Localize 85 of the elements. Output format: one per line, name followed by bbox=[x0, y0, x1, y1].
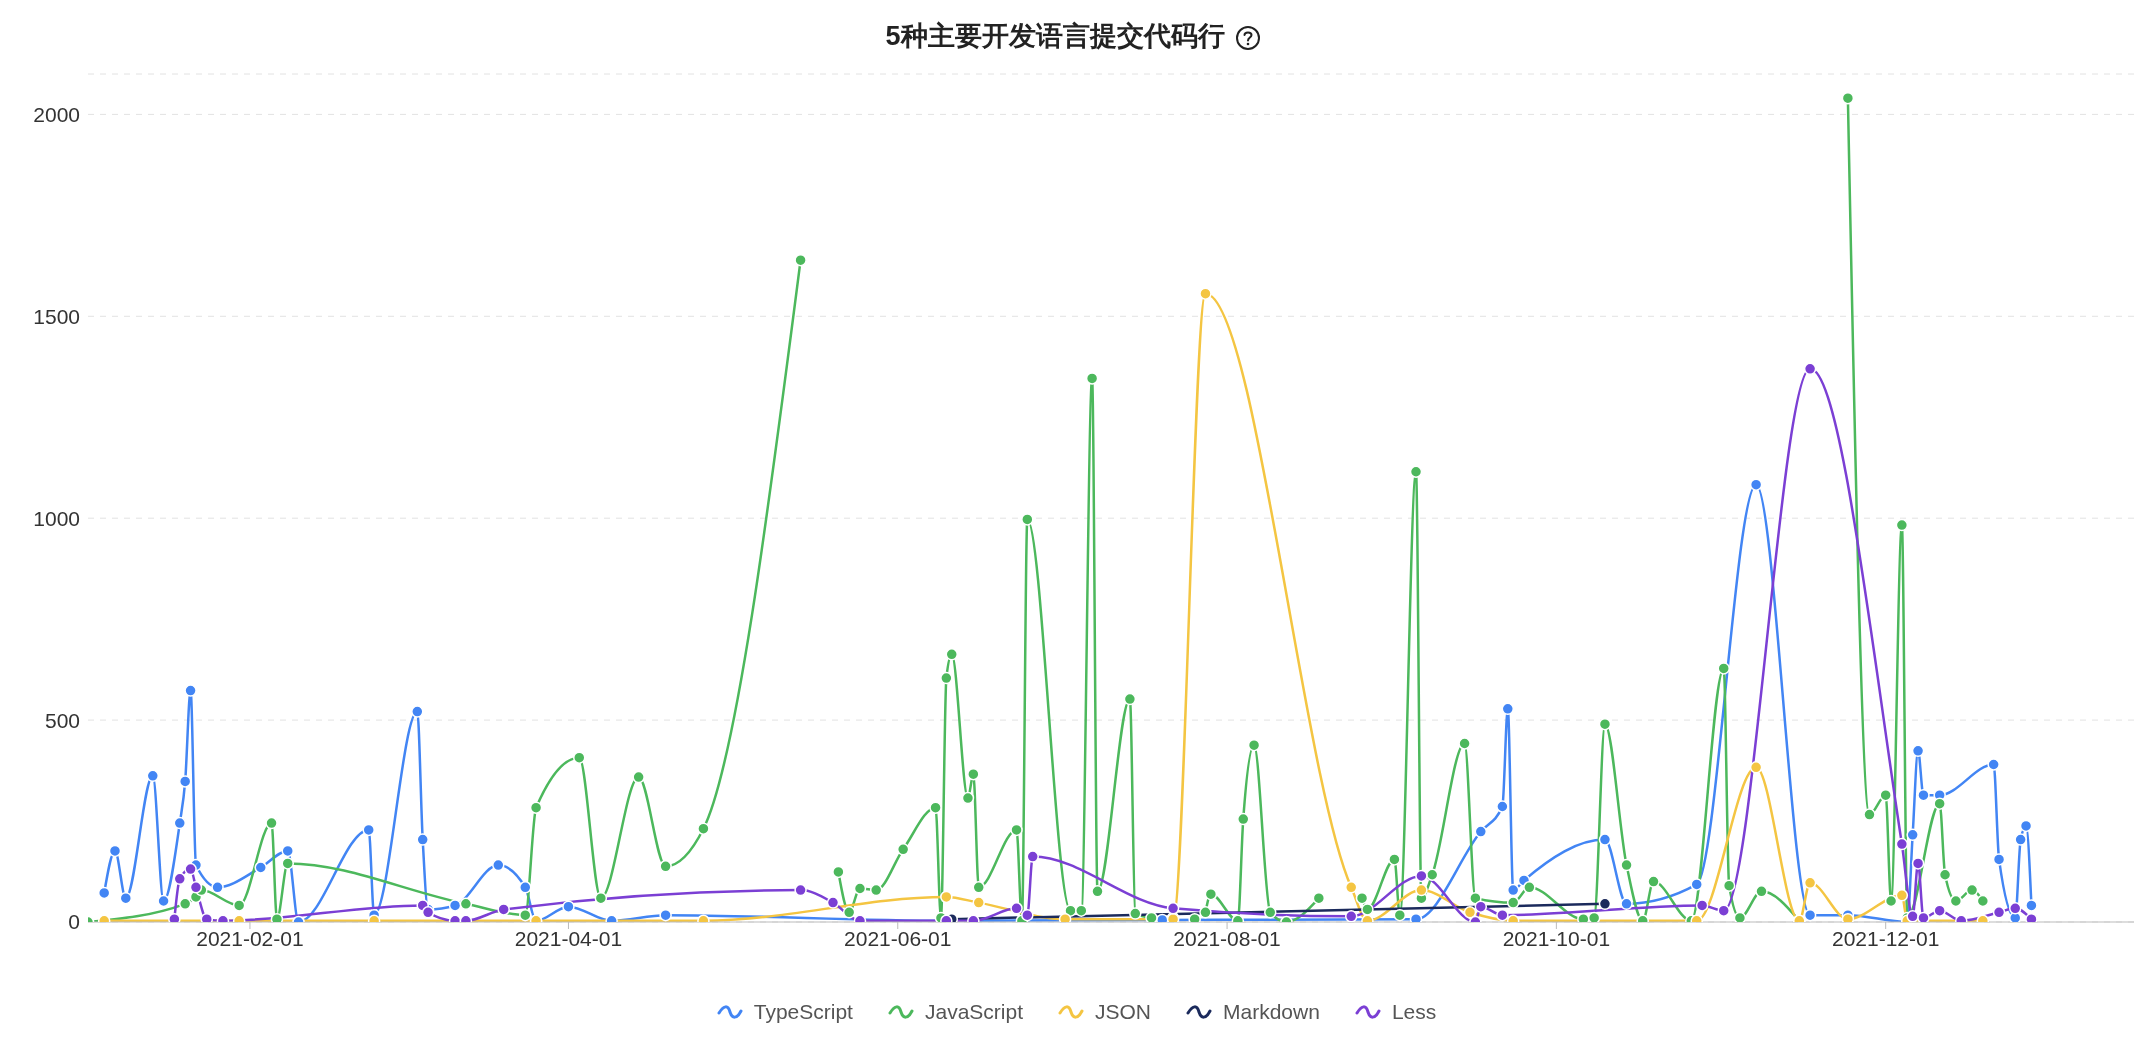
point bbox=[1803, 908, 1817, 922]
point bbox=[497, 903, 510, 916]
legend-label: JavaScript bbox=[924, 1000, 1023, 1024]
point bbox=[108, 844, 122, 858]
point bbox=[1496, 800, 1509, 813]
legend-label: TypeScript bbox=[753, 1000, 853, 1024]
point bbox=[1895, 837, 1909, 851]
x-tick-label: 2021-02-01 bbox=[196, 926, 304, 950]
point bbox=[146, 769, 160, 783]
point bbox=[1463, 906, 1477, 919]
point bbox=[1506, 883, 1520, 897]
point bbox=[1474, 900, 1488, 913]
point bbox=[254, 861, 267, 874]
point bbox=[659, 908, 672, 922]
x-tick-label: 2021-04-01 bbox=[514, 926, 623, 950]
point bbox=[1010, 902, 1023, 915]
point bbox=[157, 894, 170, 908]
point bbox=[1474, 825, 1488, 838]
point bbox=[940, 890, 953, 904]
point bbox=[1749, 478, 1763, 491]
legend-label: JSON bbox=[1095, 1000, 1152, 1024]
point bbox=[1992, 906, 2006, 919]
point bbox=[1911, 857, 1925, 870]
point bbox=[1409, 912, 1423, 922]
point bbox=[1895, 889, 1909, 902]
point bbox=[1501, 702, 1515, 716]
point bbox=[2014, 833, 2027, 846]
point bbox=[2008, 902, 2022, 915]
point bbox=[1344, 881, 1358, 894]
x-tick-label: 2021-08-01 bbox=[1173, 926, 1281, 950]
x-tick-label: 2021-12-01 bbox=[1831, 926, 1940, 950]
chart-title: 5种主要开发语言提交代码行 bbox=[885, 21, 1225, 51]
point bbox=[178, 775, 192, 788]
point bbox=[1917, 788, 1930, 802]
point bbox=[2019, 819, 2033, 833]
point bbox=[1749, 761, 1763, 774]
point bbox=[1690, 878, 1703, 891]
point bbox=[184, 684, 197, 697]
legend-label: Less bbox=[1391, 1000, 1437, 1024]
point bbox=[1415, 883, 1428, 897]
point bbox=[1695, 899, 1709, 912]
y-tick-label: 1000 bbox=[33, 506, 80, 530]
point bbox=[200, 912, 214, 922]
point bbox=[448, 899, 462, 912]
point bbox=[1911, 744, 1925, 758]
point bbox=[119, 891, 133, 905]
point bbox=[1906, 910, 1919, 922]
point bbox=[189, 881, 203, 894]
y-tick-label: 2000 bbox=[33, 102, 80, 126]
point bbox=[1717, 904, 1730, 917]
point bbox=[1344, 910, 1358, 922]
point bbox=[794, 883, 807, 897]
point bbox=[1917, 911, 1930, 922]
point bbox=[184, 862, 197, 876]
y-tick-label: 500 bbox=[44, 708, 80, 732]
point bbox=[1496, 908, 1509, 922]
y-tick-label: 1500 bbox=[33, 304, 80, 328]
point bbox=[972, 896, 985, 909]
point bbox=[1598, 833, 1612, 846]
y-tick-label: 0 bbox=[68, 910, 80, 934]
point bbox=[173, 816, 187, 830]
x-tick-label: 2021-10-01 bbox=[1502, 926, 1611, 950]
point bbox=[1803, 362, 1817, 376]
point bbox=[1166, 902, 1180, 915]
point bbox=[1906, 828, 1919, 842]
point bbox=[168, 912, 181, 922]
point bbox=[1620, 897, 1633, 911]
point bbox=[281, 844, 294, 858]
point bbox=[362, 823, 375, 837]
point bbox=[173, 872, 187, 886]
point bbox=[519, 881, 532, 894]
point bbox=[492, 858, 505, 872]
point bbox=[1058, 912, 1072, 922]
legend-label: Markdown bbox=[1223, 1000, 1320, 1024]
x-tick-label: 2021-06-01 bbox=[844, 926, 952, 950]
point bbox=[1021, 908, 1034, 922]
point bbox=[826, 896, 840, 909]
point bbox=[2025, 899, 2038, 912]
point bbox=[1415, 869, 1428, 883]
point bbox=[1598, 897, 1612, 911]
point bbox=[1992, 853, 2006, 866]
point bbox=[1987, 758, 2000, 771]
point bbox=[97, 886, 111, 900]
point bbox=[562, 900, 575, 913]
point bbox=[1803, 876, 1817, 890]
